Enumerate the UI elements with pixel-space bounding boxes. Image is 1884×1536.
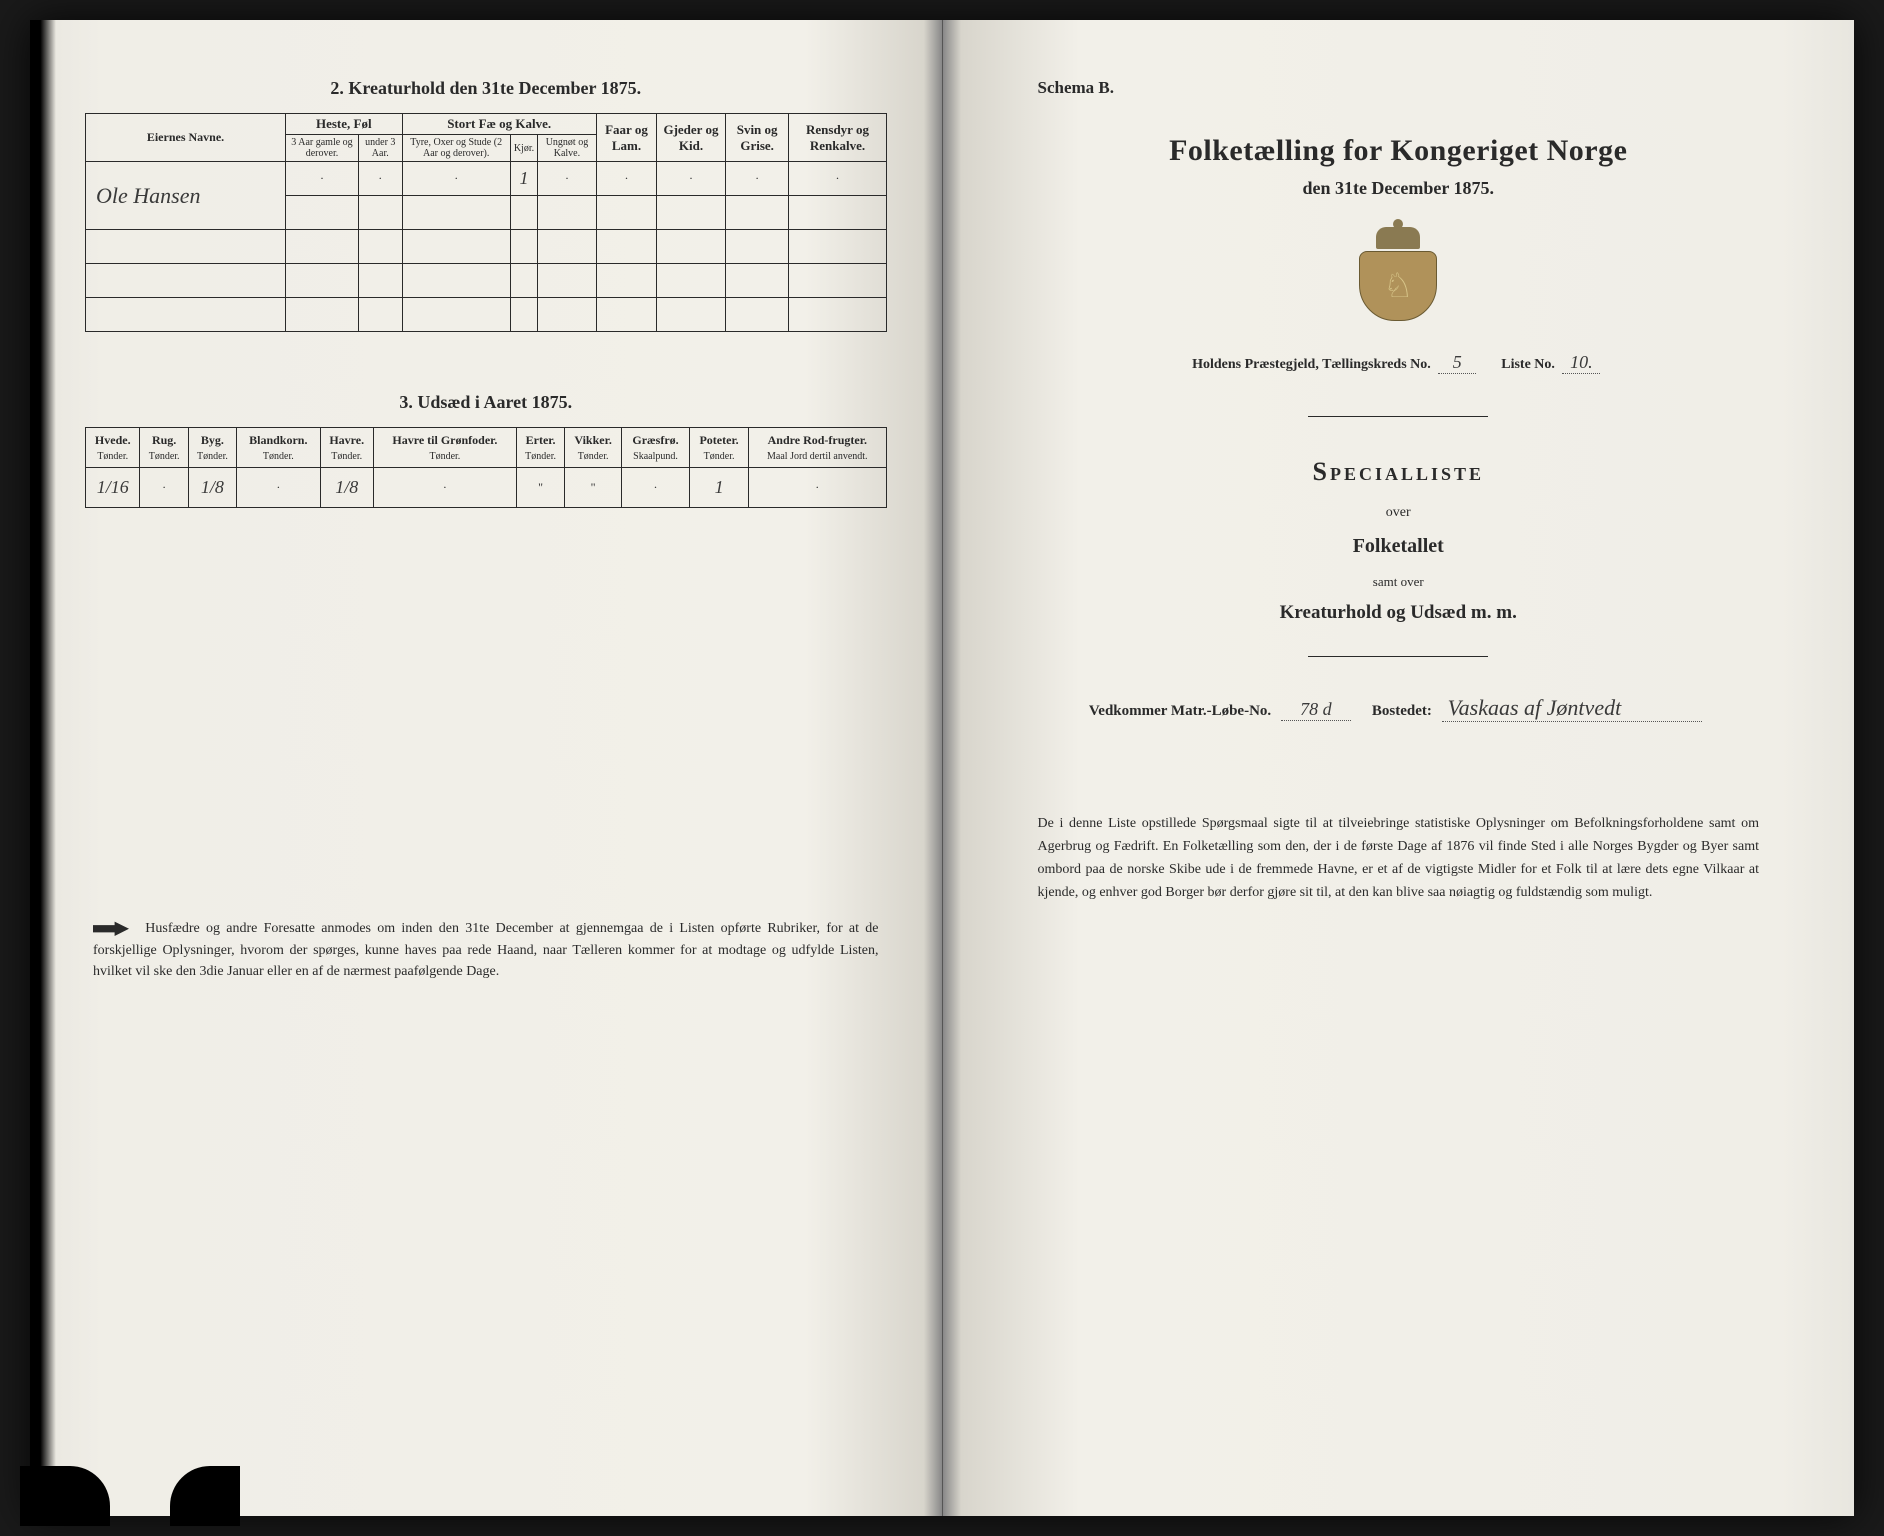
sub-h1: 3 Aar gamle og derover. xyxy=(286,135,359,162)
cell: · xyxy=(789,162,886,196)
samt-label: samt over xyxy=(998,574,1800,590)
table-row: 1/16 · 1/8 · 1/8 · " " · 1 · xyxy=(86,468,887,508)
district-line: Holdens Præstegjeld, Tællingskreds No. 5… xyxy=(998,352,1800,374)
census-date: den 31te December 1875. xyxy=(998,178,1800,199)
sub-s2: Kjør. xyxy=(510,135,537,162)
cell: · xyxy=(657,162,726,196)
kreds-number: 5 xyxy=(1438,352,1476,374)
scanner-clip xyxy=(20,1466,110,1526)
instructions-paragraph: De i denne Liste opstillede Spørgsmaal s… xyxy=(1038,812,1760,904)
bostedet-label: Bostedet: xyxy=(1372,703,1432,719)
divider xyxy=(1308,656,1488,657)
col-header: Vikker.Tønder. xyxy=(565,428,622,468)
col-header: Byg.Tønder. xyxy=(188,428,236,468)
group-heste: Heste, Føl xyxy=(286,114,403,135)
section3-title: 3. Udsæd i Aaret 1875. xyxy=(85,392,887,413)
property-line: Vedkommer Matr.-Løbe-No. 78 d Bostedet: … xyxy=(998,695,1800,722)
left-page: 2. Kreaturhold den 31te December 1875. E… xyxy=(30,20,943,1516)
cell: · xyxy=(373,468,516,508)
district-prefix: Holdens Præstegjeld, Tællingskreds No. xyxy=(1192,357,1431,372)
crown-icon xyxy=(1376,227,1420,249)
cell: 1 xyxy=(690,468,749,508)
table-row: Ole Hansen · · · 1 · · · · · xyxy=(86,162,887,196)
cell: " xyxy=(516,468,564,508)
coat-of-arms: ♘ xyxy=(1358,227,1438,322)
table-row xyxy=(86,298,887,332)
section2-title: 2. Kreaturhold den 31te December 1875. xyxy=(85,78,887,99)
matr-number: 78 d xyxy=(1281,699,1351,721)
sub-s3: Ungnøt og Kalve. xyxy=(538,135,597,162)
over-label: over xyxy=(998,505,1800,521)
cell: · xyxy=(358,162,402,196)
cell: · xyxy=(596,162,656,196)
group-gjeder: Gjeder og Kid. xyxy=(657,114,726,162)
liste-number: 10. xyxy=(1562,352,1600,374)
lion-icon: ♘ xyxy=(1383,266,1413,306)
owner-name: Ole Hansen xyxy=(86,162,286,230)
cell: · xyxy=(621,468,689,508)
schema-label: Schema B. xyxy=(1038,78,1800,98)
folketallet-heading: Folketallet xyxy=(998,535,1800,558)
kreaturhold-heading: Kreaturhold og Udsæd m. m. xyxy=(998,602,1800,624)
col-header: Erter.Tønder. xyxy=(516,428,564,468)
col-header: Græsfrø.Skaalpund. xyxy=(621,428,689,468)
group-faar: Faar og Lam. xyxy=(596,114,656,162)
cell: · xyxy=(140,468,188,508)
footnote: Husfædre og andre Foresatte anmodes om i… xyxy=(85,918,887,983)
book-spread: 2. Kreaturhold den 31te December 1875. E… xyxy=(30,20,1854,1516)
census-title: Folketælling for Kongeriget Norge xyxy=(998,134,1800,168)
group-stort: Stort Fæ og Kalve. xyxy=(402,114,596,135)
group-rensdyr: Rensdyr og Renkalve. xyxy=(789,114,886,162)
sub-s1: Tyre, Oxer og Stude (2 Aar og derover). xyxy=(402,135,510,162)
cell: 1/16 xyxy=(86,468,140,508)
col-header: Hvede.Tønder. xyxy=(86,428,140,468)
right-page: Schema B. Folketælling for Kongeriget No… xyxy=(943,20,1855,1516)
scanner-clip xyxy=(170,1466,240,1526)
col-header: Blandkorn.Tønder. xyxy=(237,428,320,468)
specialliste-heading: Specialliste xyxy=(998,457,1800,487)
pointing-hand-icon xyxy=(93,920,129,938)
matr-label: Vedkommer Matr.-Løbe-No. xyxy=(1089,703,1271,719)
col-header: Havre til Grønfoder.Tønder. xyxy=(373,428,516,468)
cell: 1/8 xyxy=(188,468,236,508)
binding-shadow xyxy=(30,20,56,1516)
shield-icon: ♘ xyxy=(1359,251,1437,321)
cell: 1 xyxy=(510,162,537,196)
cell: · xyxy=(749,468,886,508)
livestock-table: Eiernes Navne. Heste, Føl Stort Fæ og Ka… xyxy=(85,113,887,332)
liste-label: Liste No. xyxy=(1501,357,1555,372)
sowing-table: Hvede.Tønder. Rug.Tønder. Byg.Tønder. Bl… xyxy=(85,427,887,508)
cell: · xyxy=(237,468,320,508)
owner-header: Eiernes Navne. xyxy=(86,114,286,162)
cell: 1/8 xyxy=(320,468,373,508)
group-svin: Svin og Grise. xyxy=(725,114,789,162)
header-row: Hvede.Tønder. Rug.Tønder. Byg.Tønder. Bl… xyxy=(86,428,887,468)
table-row xyxy=(86,264,887,298)
cell: · xyxy=(286,162,359,196)
cell: · xyxy=(538,162,597,196)
col-header: Poteter.Tønder. xyxy=(690,428,749,468)
col-header: Andre Rod-frugter.Maal Jord dertil anven… xyxy=(749,428,886,468)
sub-h2: under 3 Aar. xyxy=(358,135,402,162)
cell: · xyxy=(402,162,510,196)
bostedet-value: Vaskaas af Jøntvedt xyxy=(1442,695,1702,722)
col-header: Havre.Tønder. xyxy=(320,428,373,468)
col-header: Rug.Tønder. xyxy=(140,428,188,468)
footnote-text: Husfædre og andre Foresatte anmodes om i… xyxy=(93,921,879,979)
table-row xyxy=(86,230,887,264)
divider xyxy=(1308,416,1488,417)
cell: · xyxy=(725,162,789,196)
cell: " xyxy=(565,468,622,508)
